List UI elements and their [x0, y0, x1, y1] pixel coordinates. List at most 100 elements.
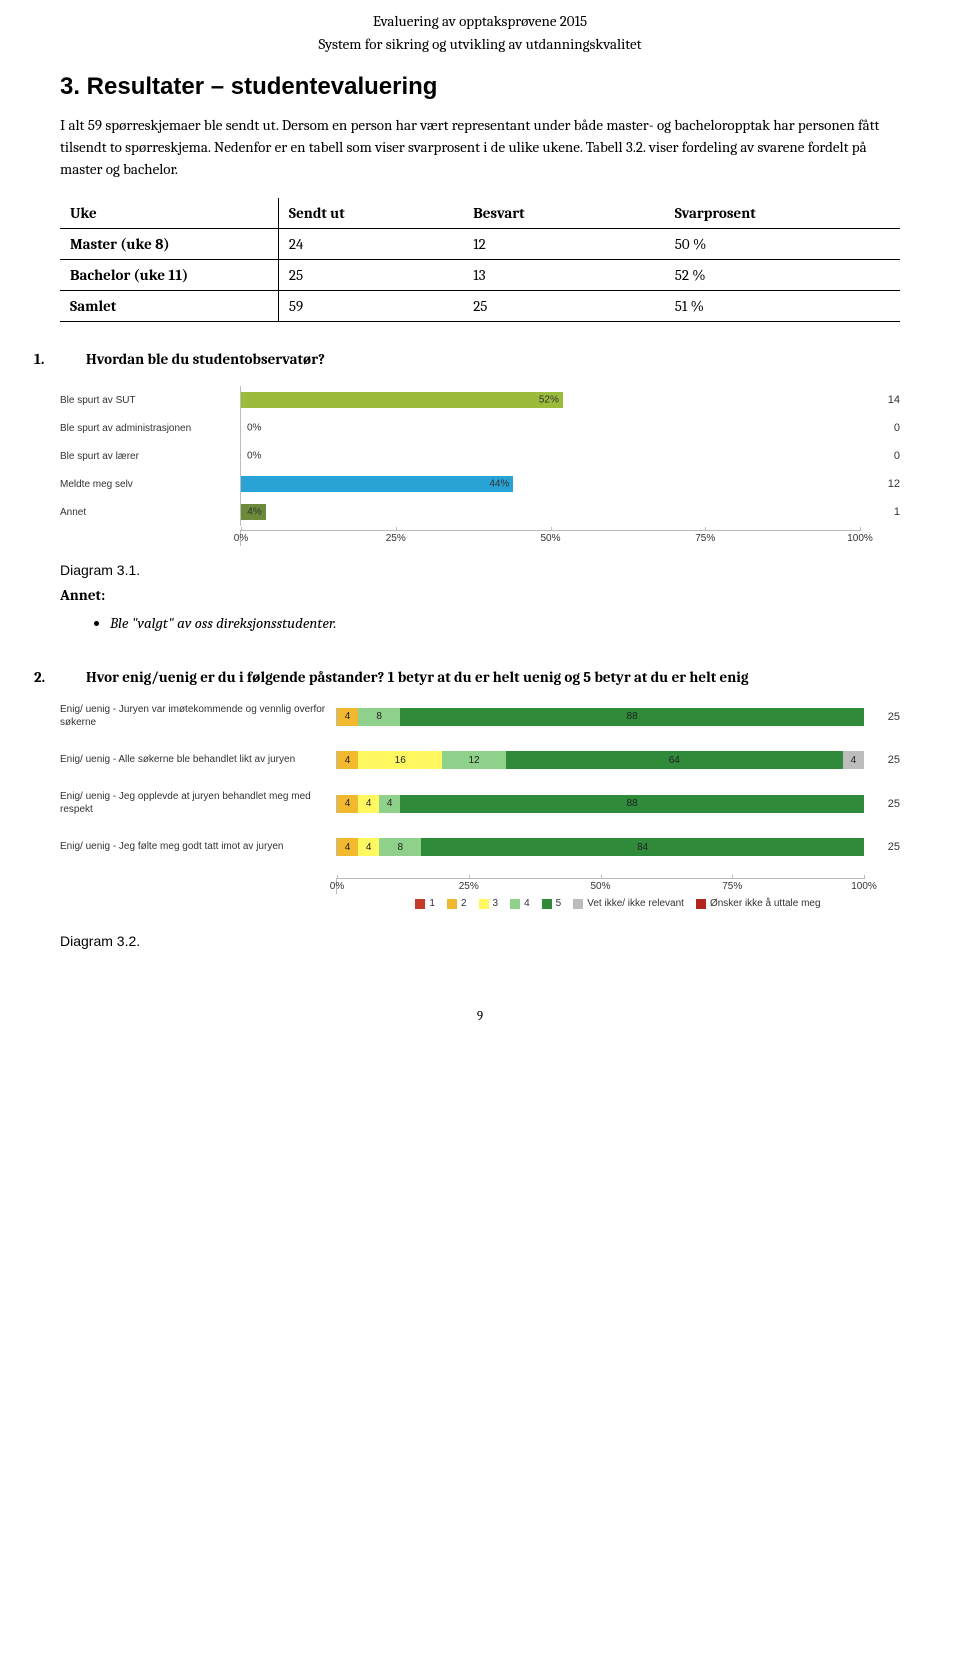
- col-besvart: Besvart: [463, 198, 665, 229]
- table-cell: 13: [463, 260, 665, 291]
- tick-label: 25%: [459, 881, 479, 892]
- intro-para: I alt 59 spørreskjemaer ble sendt ut. De…: [60, 115, 900, 180]
- page-number: 9: [60, 1009, 900, 1024]
- chart2-segment: 16: [358, 751, 442, 769]
- table-cell: 51 %: [665, 291, 900, 322]
- chart2-row: Enig/ uenig - Jeg følte meg godt tatt im…: [60, 838, 900, 856]
- chart2-seg-val: 64: [669, 755, 680, 766]
- legend-item: 5: [542, 898, 562, 909]
- chart1-plot: 0%: [240, 414, 860, 442]
- table-cell: 24: [278, 229, 463, 260]
- header-line-1: Evaluering av opptaksprøvene 2015: [60, 10, 900, 33]
- tick-label: 0%: [234, 533, 248, 544]
- chart2-segment: 12: [442, 751, 505, 769]
- chart2-segment: 4: [358, 838, 379, 856]
- chart2-label: Enig/ uenig - Jeg følte meg godt tatt im…: [60, 841, 336, 854]
- q2-num: 2.: [60, 668, 86, 686]
- legend-item: 3: [479, 898, 499, 909]
- col-sendt: Sendt ut: [278, 198, 463, 229]
- legend-swatch: [479, 899, 489, 909]
- chart2-segment: 8: [379, 838, 421, 856]
- legend-label: 5: [556, 898, 562, 909]
- table-cell: Master (uke 8): [60, 229, 278, 260]
- response-table: Uke Sendt ut Besvart Svarprosent Master …: [60, 198, 900, 322]
- legend-swatch: [510, 899, 520, 909]
- chart2-segment: 4: [358, 795, 379, 813]
- chart2-count: 25: [864, 711, 900, 723]
- chart2-row: Enig/ uenig - Alle søkerne ble behandlet…: [60, 751, 900, 769]
- chart2-seg-val: 4: [345, 798, 351, 809]
- chart2-xaxis: 0%25%50%75%100%: [60, 878, 900, 894]
- table-cell: 25: [463, 291, 665, 322]
- page-header: Evaluering av opptaksprøvene 2015 System…: [60, 10, 900, 55]
- chart2-seg-val: 4: [387, 798, 393, 809]
- table-cell: Bachelor (uke 11): [60, 260, 278, 291]
- chart2-segment: 84: [421, 838, 864, 856]
- table-cell: 50 %: [665, 229, 900, 260]
- tick-label: 50%: [590, 881, 610, 892]
- chart1-xaxis: 0%25%50%75%100%: [60, 530, 900, 546]
- chart2-segment: 4: [337, 751, 358, 769]
- chart2-plot: 4888: [336, 708, 864, 726]
- annet-label: Annet:: [60, 586, 900, 604]
- legend-swatch: [542, 899, 552, 909]
- chart2-label: Enig/ uenig - Alle søkerne ble behandlet…: [60, 754, 336, 767]
- col-uke: Uke: [60, 198, 278, 229]
- legend-item: 1: [415, 898, 435, 909]
- legend-swatch: [573, 899, 583, 909]
- chart1-label: Annet: [60, 507, 240, 519]
- chart2-segment: 64: [506, 751, 843, 769]
- chart2-seg-val: 88: [627, 711, 638, 722]
- table-cell: 25: [278, 260, 463, 291]
- chart1-plot: 52%: [240, 386, 860, 414]
- chart2-seg-val: 8: [376, 711, 382, 722]
- chart1-row: Meldte meg selv44%12: [60, 470, 900, 498]
- chart2-count: 25: [864, 841, 900, 853]
- chart1-label: Ble spurt av lærer: [60, 451, 240, 463]
- q2-heading: 2.Hvor enig/uenig er du i følgende påsta…: [86, 668, 900, 686]
- chart1-label: Ble spurt av administrasjonen: [60, 423, 240, 435]
- chart2-seg-val: 4: [345, 842, 351, 853]
- chart1-count: 0: [860, 422, 900, 434]
- chart2-segment: 4: [843, 751, 864, 769]
- chart2-segment: 88: [400, 708, 864, 726]
- chart2-plot: 4 1612 64 4: [336, 751, 864, 769]
- chart1-row: Ble spurt av lærer0%0: [60, 442, 900, 470]
- chart1-count: 1: [860, 506, 900, 518]
- chart2-segment: 4: [379, 795, 400, 813]
- chart2-segment: 4: [337, 838, 358, 856]
- chart1-label: Meldte meg selv: [60, 479, 240, 491]
- chart2-label: Enig/ uenig - Jeg opplevde at juryen beh…: [60, 791, 336, 816]
- chart2-seg-val: 4: [345, 755, 351, 766]
- legend-label: Ønsker ikke å uttale meg: [710, 898, 821, 909]
- chart2-legend: 12345Vet ikke/ ikke relevantØnsker ikke …: [336, 898, 900, 909]
- chart2-seg-val: 4: [366, 798, 372, 809]
- legend-item: Ønsker ikke å uttale meg: [696, 898, 821, 909]
- chart1-plot: 44%: [240, 470, 860, 498]
- chart1-plot: 0%: [240, 442, 860, 470]
- chart-1: Ble spurt av SUT52% 14 Ble spurt av admini…: [60, 386, 900, 546]
- chart1-row: Ble spurt av SUT52% 14: [60, 386, 900, 414]
- chart1-pct: 44%: [489, 479, 509, 490]
- tick-label: 100%: [851, 881, 877, 892]
- legend-swatch: [447, 899, 457, 909]
- chart2-seg-val: 84: [637, 842, 648, 853]
- legend-item: 4: [510, 898, 530, 909]
- legend-label: 3: [493, 898, 499, 909]
- legend-item: Vet ikke/ ikke relevant: [573, 898, 684, 909]
- legend-label: 1: [429, 898, 435, 909]
- annet-item: Ble "valgt" av oss direksjonsstudenter.: [110, 614, 900, 632]
- chart2-seg-val: 88: [627, 798, 638, 809]
- tick-label: 0%: [330, 881, 344, 892]
- chart1-count: 14: [860, 394, 900, 406]
- q2-text: Hvor enig/uenig er du i følgende påstand…: [86, 668, 749, 686]
- table-cell: 59: [278, 291, 463, 322]
- tick-label: 50%: [540, 533, 560, 544]
- tick-label: 75%: [695, 533, 715, 544]
- caption-2: Diagram 3.2.: [60, 933, 900, 949]
- chart1-bar: 52%: [241, 392, 563, 408]
- chart1-label: Ble spurt av SUT: [60, 395, 240, 407]
- chart1-row: Annet4%1: [60, 498, 900, 526]
- tick-label: 100%: [847, 533, 873, 544]
- chart2-segment: 4: [337, 708, 358, 726]
